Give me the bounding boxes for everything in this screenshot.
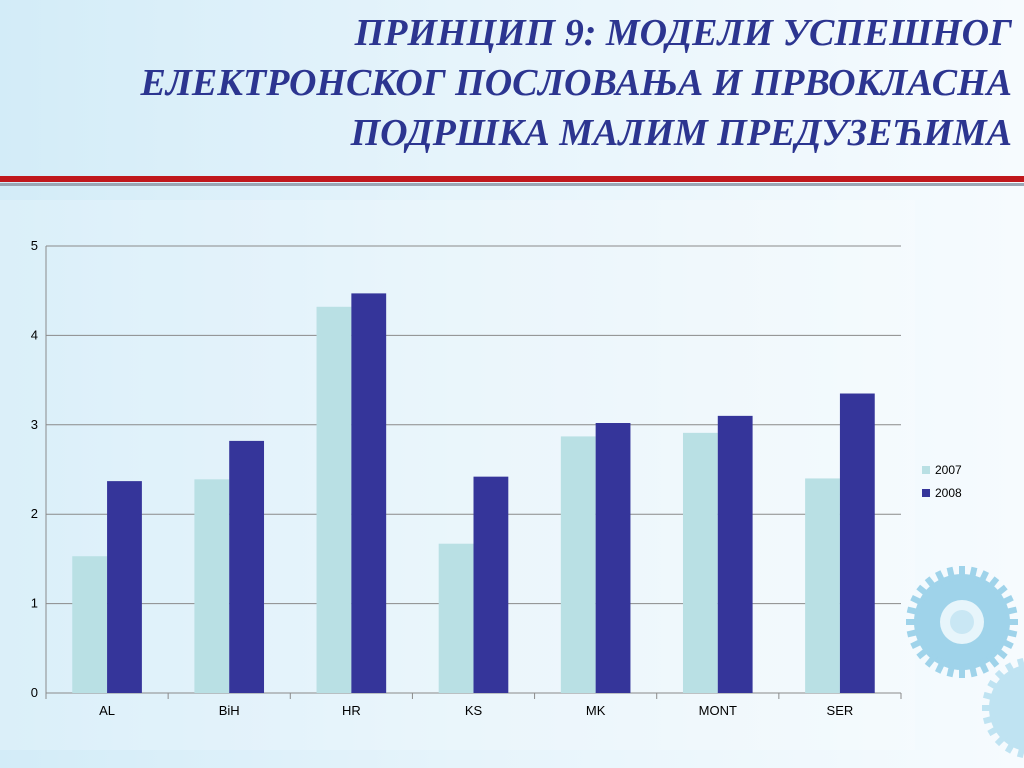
bar-2008-SER [839,393,875,693]
bar-2007-MK [560,436,596,693]
x-tick-label: MONT [699,703,737,718]
title-divider-red [0,176,1024,182]
bar-2007-HR [316,306,352,693]
x-tick-label: AL [99,703,115,718]
bar-2008-KS [473,476,509,693]
gear-icon-small [982,657,1024,759]
title-line-1: ПРИНЦИП 9: МОДЕЛИ УСПЕШНОГ [354,12,1012,54]
y-tick-label: 2 [31,506,38,521]
legend-swatch-2008 [922,488,930,497]
bar-2008-AL [107,481,142,693]
x-tick-label: BiH [219,703,240,718]
x-tick-label: KS [465,703,483,718]
bar-2008-MK [595,423,631,693]
y-tick-label: 1 [31,596,38,611]
chart-legend: 2007 2008 [922,458,962,504]
y-tick-label: 3 [31,417,38,432]
x-tick-label: HR [342,703,361,718]
bar-2007-SER [805,478,840,693]
title-divider-grey [0,183,1024,186]
legend-swatch-2007 [922,465,930,474]
bar-2008-HR [351,293,387,693]
y-tick-label: 5 [31,238,38,253]
bar-2008-BiH [229,440,265,693]
y-tick-label: 4 [31,327,38,342]
legend-item-2007: 2007 [922,458,962,481]
y-tick-label: 0 [31,685,38,700]
slide-title: ПРИНЦИП 9: МОДЕЛИ УСПЕШНОГ ЕЛЕКТРОНСКОГ … [32,8,1012,158]
bar-2007-AL [72,556,108,693]
x-tick-label: SER [827,703,854,718]
legend-item-2008: 2008 [922,481,962,504]
title-line-3: ПОДРШКА МАЛИМ ПРЕДУЗЕЋИМА [350,112,1012,154]
bar-2007-BiH [194,479,230,693]
x-tick-label: MK [586,703,606,718]
gear-icon [906,566,1018,678]
bar-2008-MONT [717,415,753,693]
bar-2007-KS [438,543,474,693]
title-line-2: ЕЛЕКТРОНСКОГ ПОСЛОВАЊА И ПРВОКЛАСНА [140,62,1012,104]
legend-label-2007: 2007 [935,462,962,477]
legend-label-2008: 2008 [935,485,962,500]
bar-2007-MONT [682,432,718,693]
